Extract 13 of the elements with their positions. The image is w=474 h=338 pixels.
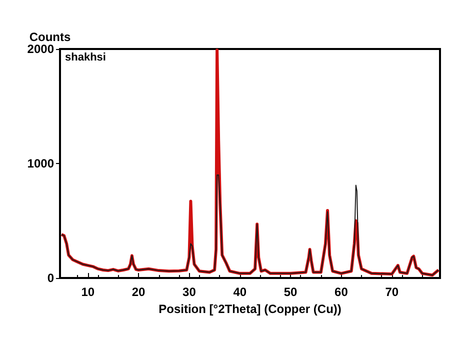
x-tick-label: 60 <box>334 285 348 299</box>
x-tick-label: 70 <box>385 285 399 299</box>
y-tick-label: 1000 <box>27 156 54 170</box>
annotation: shakhsi <box>65 52 106 64</box>
y-tick-label: 2000 <box>27 42 54 56</box>
x-tick-label: 20 <box>132 285 146 299</box>
x-tick-label: 30 <box>182 285 196 299</box>
x-tick-label: 50 <box>284 285 298 299</box>
y-tick-label: 0 <box>47 271 54 285</box>
x-tick-label: 40 <box>233 285 247 299</box>
x-tick-label: 10 <box>81 285 95 299</box>
x-axis-title: Position [°2Theta] (Copper (Cu)) <box>158 302 342 316</box>
y-axis-title: Counts <box>29 30 71 44</box>
